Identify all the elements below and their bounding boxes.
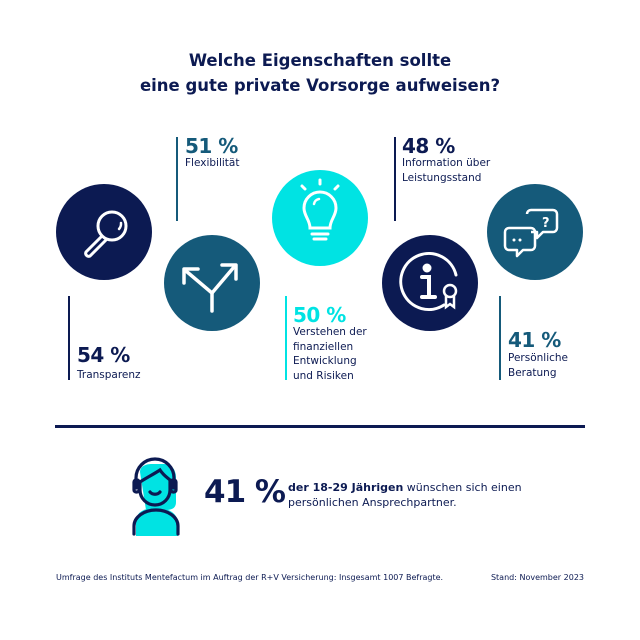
magnifier-icon [56, 184, 152, 280]
label-line: und Risiken [293, 369, 354, 382]
svg-text:?: ? [542, 216, 550, 231]
section-divider [55, 425, 585, 428]
footer-source: Umfrage des Instituts Mentefactum im Auf… [56, 573, 444, 582]
speech-bubbles-icon: ? [487, 184, 583, 280]
label-verstehen: Verstehen der finanziellen Entwicklung u… [293, 325, 367, 383]
info-badge-icon [382, 235, 478, 331]
divider-line [394, 137, 396, 221]
label-transparenz: Transparenz [77, 369, 141, 381]
label-line: Information über [402, 157, 491, 169]
percent-verstehen: 50 % [293, 303, 346, 327]
label-line: Persönliche [508, 352, 569, 364]
lightbulb-icon [272, 170, 368, 266]
highlight-rest: wünschen sich einen [403, 481, 522, 494]
divider-line [499, 296, 501, 380]
label-line: finanziellen [293, 340, 354, 353]
percent-transparenz: 54 % [77, 343, 130, 367]
highlight-bold: der 18-29 Jährigen [288, 481, 404, 494]
percent-information: 48 % [402, 134, 455, 158]
divider-line [176, 137, 178, 221]
label-flexibilitaet: Flexibilität [185, 157, 240, 169]
label-beratung: Persönliche Beratung [508, 351, 568, 380]
divider-line [285, 296, 287, 380]
title-line-2: eine gute private Vorsorge aufweisen? [139, 76, 501, 95]
label-line: Entwicklung [293, 355, 357, 367]
highlight-line-1: der 18-29 Jährigen wünschen sich einen [288, 480, 522, 495]
highlight-percent: 41 % [204, 474, 286, 510]
person-headset-icon [130, 456, 182, 536]
label-line: Beratung [508, 366, 557, 379]
label-line: Leistungsstand [402, 171, 482, 184]
percent-flexibilitaet: 51 % [185, 134, 238, 158]
title-line-1: Welche Eigenschaften sollte [188, 51, 452, 70]
percent-beratung: 41 % [508, 328, 561, 352]
highlight-line-2: persönlichen Ansprechpartner. [288, 496, 457, 509]
page-title: Welche Eigenschaften sollte eine gute pr… [0, 48, 640, 98]
divider-line [68, 296, 70, 380]
label-line: Verstehen der [293, 326, 367, 338]
split-arrows-icon [164, 235, 260, 331]
highlight-text: der 18-29 Jährigen wünschen sich einen p… [288, 480, 522, 510]
footer-date: Stand: November 2023 [490, 573, 584, 582]
label-information: Information über Leistungsstand [402, 156, 490, 185]
